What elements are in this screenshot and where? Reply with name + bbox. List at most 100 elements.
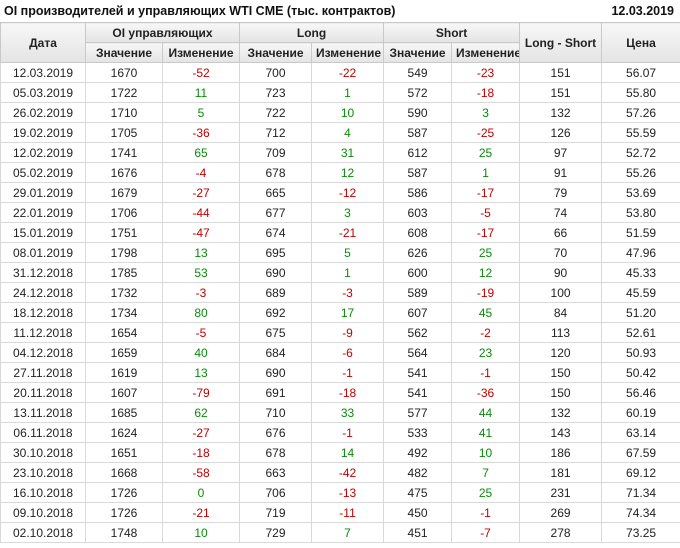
cell-oi-change: 53 xyxy=(161,262,241,283)
cell-short-value: 603 xyxy=(383,202,453,223)
cell-long-change: -1 xyxy=(311,422,385,443)
cell-long-value: 678 xyxy=(239,442,313,463)
cell-short-change: 25 xyxy=(451,482,521,503)
cell-short-value: 612 xyxy=(383,142,453,163)
cell-short-change: -5 xyxy=(451,202,521,223)
cell-long-short: 269 xyxy=(519,502,603,523)
cell-long-short: 186 xyxy=(519,442,603,463)
table-row: 05.02.2019 1676 -4 678 12 587 1 91 55.26 xyxy=(0,162,680,183)
cell-long-short: 100 xyxy=(519,282,603,303)
col-header-oi-value: Значение xyxy=(85,42,163,63)
oi-table: Дата OI управляющих Long Short Long - Sh… xyxy=(0,22,680,543)
cell-long-change: 1 xyxy=(311,262,385,283)
cell-oi-change: 40 xyxy=(161,342,241,363)
cell-oi-change: -18 xyxy=(161,442,241,463)
cell-long-short: 150 xyxy=(519,382,603,403)
cell-long-value: 692 xyxy=(239,302,313,323)
cell-price: 71.34 xyxy=(601,482,680,503)
table-row: 12.03.2019 1670 -52 700 -22 549 -23 151 56.07 xyxy=(0,62,680,83)
cell-long-short: 231 xyxy=(519,482,603,503)
cell-short-change: -17 xyxy=(451,222,521,243)
cell-long-short: 151 xyxy=(519,82,603,103)
cell-short-change: 44 xyxy=(451,402,521,423)
cell-price: 55.26 xyxy=(601,162,680,183)
cell-short-change: -36 xyxy=(451,382,521,403)
cell-date: 19.02.2019 xyxy=(0,122,86,143)
table-row: 26.02.2019 1710 5 722 10 590 3 132 57.26 xyxy=(0,102,680,123)
cell-date: 18.12.2018 xyxy=(0,302,86,323)
cell-long-short: 278 xyxy=(519,522,603,543)
cell-long-change: 31 xyxy=(311,142,385,163)
cell-date: 04.12.2018 xyxy=(0,342,86,363)
cell-long-change: -22 xyxy=(311,62,385,83)
cell-oi-change: -21 xyxy=(161,502,241,523)
cell-long-short: 132 xyxy=(519,402,603,423)
cell-long-change: 7 xyxy=(311,522,385,543)
cell-long-value: 674 xyxy=(239,222,313,243)
cell-short-value: 564 xyxy=(383,342,453,363)
cell-long-change: 3 xyxy=(311,202,385,223)
cell-date: 15.01.2019 xyxy=(0,222,86,243)
cell-long-short: 97 xyxy=(519,142,603,163)
cell-oi-change: 65 xyxy=(161,142,241,163)
cell-long-change: 4 xyxy=(311,122,385,143)
cell-long-change: -6 xyxy=(311,342,385,363)
cell-date: 30.10.2018 xyxy=(0,442,86,463)
cell-oi-value: 1668 xyxy=(85,462,163,483)
cell-oi-value: 1679 xyxy=(85,182,163,203)
cell-long-short: 79 xyxy=(519,182,603,203)
cell-price: 55.59 xyxy=(601,122,680,143)
cell-date: 05.02.2019 xyxy=(0,162,86,183)
cell-oi-change: 80 xyxy=(161,302,241,323)
col-header-oi-change: Изменение xyxy=(161,42,241,63)
cell-oi-change: -79 xyxy=(161,382,241,403)
cell-short-value: 549 xyxy=(383,62,453,83)
cell-oi-change: -5 xyxy=(161,322,241,343)
cell-oi-value: 1741 xyxy=(85,142,163,163)
cell-date: 11.12.2018 xyxy=(0,322,86,343)
cell-oi-change: -4 xyxy=(161,162,241,183)
col-group-short: Short xyxy=(383,22,521,43)
cell-oi-change: 13 xyxy=(161,362,241,383)
table-body: 12.03.2019 1670 -52 700 -22 549 -23 151 56.07 05.… xyxy=(0,62,680,543)
cell-short-value: 572 xyxy=(383,82,453,103)
cell-oi-value: 1607 xyxy=(85,382,163,403)
cell-long-change: 5 xyxy=(311,242,385,263)
table-row: 30.10.2018 1651 -18 678 14 492 10 186 67.59 xyxy=(0,442,680,463)
table-row: 27.11.2018 1619 13 690 -1 541 -1 150 50.42 xyxy=(0,362,680,383)
cell-long-short: 150 xyxy=(519,362,603,383)
cell-short-change: -1 xyxy=(451,502,521,523)
cell-short-change: -1 xyxy=(451,362,521,383)
cell-date: 26.02.2019 xyxy=(0,102,86,123)
cell-short-change: 41 xyxy=(451,422,521,443)
cell-long-short: 120 xyxy=(519,342,603,363)
cell-long-short: 151 xyxy=(519,62,603,83)
cell-oi-change: -36 xyxy=(161,122,241,143)
cell-date: 06.11.2018 xyxy=(0,422,86,443)
cell-price: 50.93 xyxy=(601,342,680,363)
cell-short-change: 25 xyxy=(451,242,521,263)
cell-long-change: -12 xyxy=(311,182,385,203)
cell-long-value: 691 xyxy=(239,382,313,403)
cell-date: 02.10.2018 xyxy=(0,522,86,543)
cell-price: 63.14 xyxy=(601,422,680,443)
cell-short-change: 10 xyxy=(451,442,521,463)
cell-oi-value: 1710 xyxy=(85,102,163,123)
cell-long-value: 700 xyxy=(239,62,313,83)
cell-short-value: 577 xyxy=(383,402,453,423)
cell-oi-value: 1722 xyxy=(85,82,163,103)
cell-oi-value: 1685 xyxy=(85,402,163,423)
cell-long-change: 33 xyxy=(311,402,385,423)
cell-short-change: 45 xyxy=(451,302,521,323)
col-group-oi: OI управляющих xyxy=(84,22,241,43)
cell-price: 74.34 xyxy=(601,502,680,523)
cell-long-value: 689 xyxy=(239,282,313,303)
cell-date: 24.12.2018 xyxy=(0,282,86,303)
cell-short-value: 600 xyxy=(383,262,453,283)
table-row: 11.12.2018 1654 -5 675 -9 562 -2 113 52.61 xyxy=(0,322,680,343)
cell-short-value: 450 xyxy=(383,502,453,523)
cell-date: 20.11.2018 xyxy=(0,382,86,403)
cell-short-change: -2 xyxy=(451,322,521,343)
cell-short-value: 541 xyxy=(383,382,453,403)
table-row: 02.10.2018 1748 10 729 7 451 -7 278 73.25 xyxy=(0,522,680,543)
